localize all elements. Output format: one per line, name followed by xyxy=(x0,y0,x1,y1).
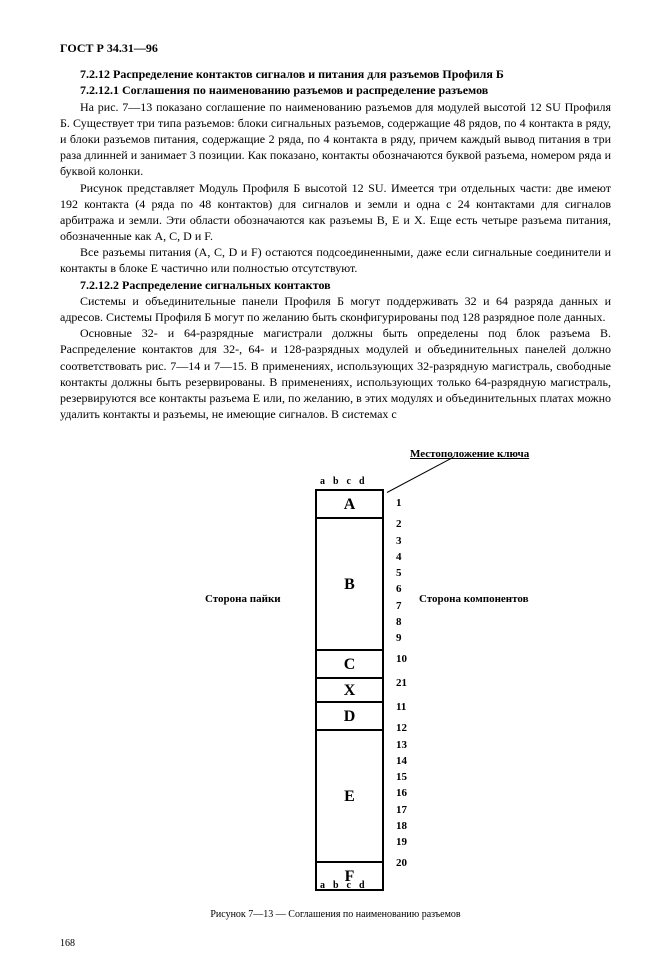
paragraph-5: Основные 32- и 64-разрядные магистрали д… xyxy=(60,325,611,422)
block-D: D xyxy=(316,702,383,730)
row-num-18: 18 xyxy=(396,819,407,834)
row-num-11: 11 xyxy=(396,700,406,715)
row-num-4: 4 xyxy=(396,550,402,565)
row-num-12: 12 xyxy=(396,721,407,736)
row-num-9: 9 xyxy=(396,631,402,646)
col-labels-bottom: abcd xyxy=(320,879,373,893)
section-7-2-12-2: 7.2.12.2 Распределение сигнальных контак… xyxy=(60,277,611,293)
row-num-17: 17 xyxy=(396,803,407,818)
row-num-21: 21 xyxy=(396,676,407,691)
connector-diagram: Местоположение ключаabcd1234567891021111… xyxy=(60,447,611,900)
row-num-8: 8 xyxy=(396,615,402,630)
paragraph-1: На рис. 7—13 показано соглашение по наим… xyxy=(60,99,611,180)
page-number: 168 xyxy=(60,937,611,951)
block-A: A xyxy=(316,490,383,518)
paragraph-3: Все разъемы питания (A, C, D и F) остают… xyxy=(60,244,611,276)
row-num-16: 16 xyxy=(396,786,407,801)
row-num-14: 14 xyxy=(396,754,407,769)
row-num-13: 13 xyxy=(396,738,407,753)
row-num-2: 2 xyxy=(396,517,402,532)
figure-caption: Рисунок 7—13 — Соглашения по наименовани… xyxy=(60,908,611,922)
block-C: C xyxy=(316,650,383,678)
block-E: E xyxy=(316,730,383,862)
key-arrow xyxy=(387,457,454,493)
block-B: B xyxy=(316,518,383,650)
row-num-6: 6 xyxy=(396,582,402,597)
col-labels-top: abcd xyxy=(320,475,373,489)
row-num-7: 7 xyxy=(396,599,402,614)
block-X: X xyxy=(316,678,383,702)
paragraph-2: Рисунок представляет Модуль Профиля Б вы… xyxy=(60,180,611,245)
doc-header: ГОСТ Р 34.31—96 xyxy=(60,40,611,56)
row-num-15: 15 xyxy=(396,770,407,785)
section-7-2-12-1: 7.2.12.1 Соглашения по наименованию разъ… xyxy=(60,82,611,98)
connector-blocks-table: ABCXDEF xyxy=(315,489,384,891)
row-num-5: 5 xyxy=(396,566,402,581)
key-location-label: Местоположение ключа xyxy=(410,447,529,462)
row-num-20: 20 xyxy=(396,856,407,871)
component-side-label: Сторона компонентов xyxy=(419,592,529,607)
section-7-2-12: 7.2.12 Распределение контактов сигналов … xyxy=(60,66,611,82)
row-num-1: 1 xyxy=(396,496,402,511)
row-num-19: 19 xyxy=(396,835,407,850)
paragraph-4: Системы и объединительные панели Профиля… xyxy=(60,293,611,325)
solder-side-label: Сторона пайки xyxy=(205,592,281,607)
row-num-3: 3 xyxy=(396,534,402,549)
row-num-10: 10 xyxy=(396,652,407,667)
